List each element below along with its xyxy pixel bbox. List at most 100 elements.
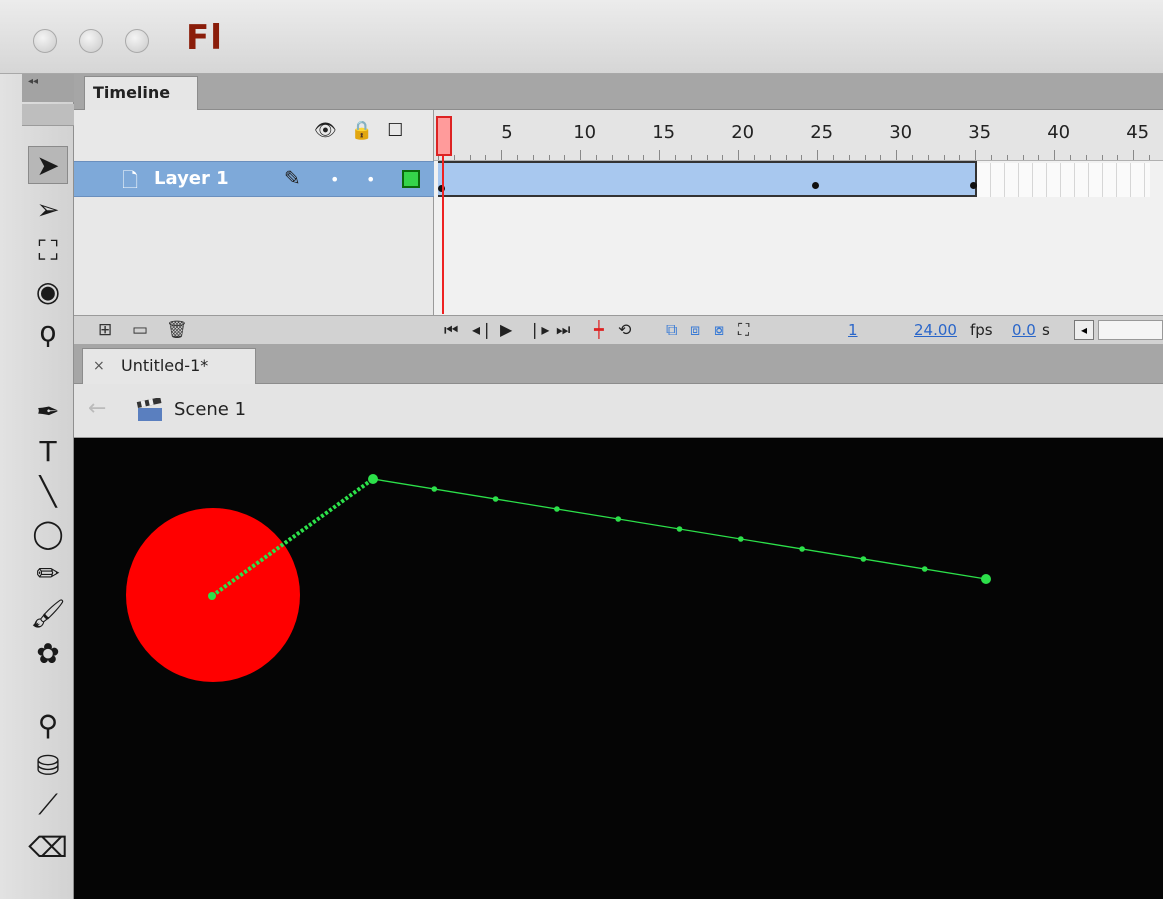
bone-joint[interactable] <box>208 592 216 600</box>
delete-layer-icon[interactable]: 🗑 <box>166 320 188 340</box>
path-point[interactable] <box>615 516 621 522</box>
ruler-tick <box>754 155 755 160</box>
ruler-tick <box>943 155 945 160</box>
oval-tool[interactable]: ◯ <box>32 516 64 550</box>
ruler-tick <box>1070 155 1071 160</box>
visibility-dot[interactable]: • <box>330 170 340 189</box>
stage[interactable] <box>74 439 1163 899</box>
frame-rate[interactable]: 24.00 <box>914 321 957 339</box>
pencil-tool[interactable]: ✏ <box>36 556 60 590</box>
tools-header <box>22 74 74 102</box>
outline-icon[interactable]: ☐ <box>387 120 404 141</box>
ruler-tick <box>912 155 913 160</box>
armature[interactable] <box>208 474 991 600</box>
layer-outline-color[interactable] <box>402 170 420 188</box>
path-point[interactable] <box>676 526 683 532</box>
edit-multiple-frames-icon[interactable]: ⧇ <box>714 320 725 339</box>
ruler-tick <box>769 155 771 160</box>
ruler-label: 5 <box>501 122 513 143</box>
document-tabbar: × Untitled-1* <box>74 344 1163 384</box>
modify-markers-icon[interactable]: ⛶ <box>738 320 750 339</box>
frame-ruler[interactable]: 151015202530354045 <box>434 110 1163 161</box>
elapsed-unit: s <box>1042 321 1050 339</box>
ruler-tick <box>627 155 629 160</box>
eraser-tool[interactable]: ⌫ <box>28 830 68 864</box>
path-point[interactable] <box>431 486 438 492</box>
playhead[interactable] <box>436 116 452 156</box>
stage-canvas[interactable] <box>74 439 1163 899</box>
tools-gripper[interactable] <box>22 104 74 126</box>
current-frame[interactable]: 1 <box>848 321 858 339</box>
ruler-label: 20 <box>731 122 755 143</box>
onion-outlines-icon[interactable]: ⧈ <box>690 320 701 339</box>
new-folder-icon[interactable]: ▭ <box>132 320 149 340</box>
line-tool[interactable]: ╲ <box>39 474 57 508</box>
zoom-window-button[interactable] <box>125 29 149 53</box>
pen-tool[interactable]: ✒ <box>36 394 60 428</box>
paint-bucket-tool[interactable]: ⛁ <box>36 748 60 782</box>
keyframe-dot[interactable] <box>970 182 978 189</box>
tween-span[interactable] <box>438 161 978 197</box>
brush-tool[interactable]: 🖌 <box>30 596 66 630</box>
keyframe-dot[interactable] <box>812 182 820 189</box>
subselection-tool[interactable]: ➢ <box>36 192 60 226</box>
ruler-label: 35 <box>968 122 992 143</box>
keyframe-dot[interactable] <box>438 185 445 192</box>
ruler-label: 30 <box>889 122 913 143</box>
onion-skin-icon[interactable]: ⧉ <box>666 320 678 339</box>
frames-area[interactable]: 151015202530354045 ⏮ ◂❘ ▶ ❘▸ ⏭ ┿ ⟲ ⧉ ⧈ ⧇… <box>434 110 1163 344</box>
ruler-tick <box>1085 155 1087 160</box>
timeline-scrollbar[interactable] <box>1098 320 1163 340</box>
selection-tool[interactable]: ➤ <box>28 146 68 184</box>
free-transform-tool[interactable]: ⛶ <box>38 234 58 267</box>
lock-dot[interactable]: • <box>366 170 376 189</box>
tab-timeline[interactable]: Timeline <box>84 76 198 110</box>
eyedropper-tool[interactable]: ⟋ <box>38 788 58 821</box>
tab-untitled-1[interactable]: × Untitled-1* <box>82 348 256 384</box>
bone-joint[interactable] <box>368 474 378 484</box>
text-tool[interactable]: T <box>39 434 57 468</box>
new-layer-icon[interactable]: ⊞ <box>98 320 113 340</box>
bone-joint[interactable] <box>981 574 991 584</box>
scene-label[interactable]: Scene 1 <box>174 399 247 420</box>
ruler-tick <box>453 155 455 160</box>
eye-icon[interactable]: 👁 <box>314 120 337 141</box>
timeline-tabbar: Timeline <box>74 74 1163 110</box>
path-point[interactable] <box>860 556 867 562</box>
step-forward-icon[interactable]: ❘▸ <box>528 320 550 339</box>
lasso-tool[interactable]: ϙ <box>39 314 57 348</box>
path-point[interactable] <box>738 536 744 542</box>
collapse-panel-icon[interactable]: ◂◂ <box>28 76 39 87</box>
lock-icon[interactable]: 🔒 <box>350 120 374 141</box>
scroll-left-button[interactable]: ◂ <box>1074 320 1094 340</box>
play-icon[interactable]: ▶ <box>500 320 513 339</box>
bone-line[interactable] <box>210 477 375 598</box>
go-to-last-frame-icon[interactable]: ⏭ <box>556 320 571 339</box>
loop-icon[interactable]: ⟲ <box>618 320 632 339</box>
ruler-label: 15 <box>652 122 676 143</box>
ruler-tick <box>975 150 977 160</box>
close-window-button[interactable] <box>33 29 57 53</box>
ruler-tick <box>611 155 613 160</box>
ruler-tick <box>1117 155 1119 160</box>
bone-tool[interactable]: ⚲ <box>37 708 59 742</box>
timeline-panel: Timeline 👁 🔒 ☐ 🗋 Layer 1 ✎ • • ⊞ ▭ 🗑 151… <box>74 74 1163 344</box>
path-point[interactable] <box>799 546 805 552</box>
deco-tool[interactable]: ✿ <box>36 636 60 670</box>
go-to-first-frame-icon[interactable]: ⏮ <box>444 320 459 339</box>
ruler-tick <box>1133 150 1135 160</box>
layer-name[interactable]: Layer 1 <box>154 168 229 189</box>
minimize-window-button[interactable] <box>79 29 103 53</box>
path-point[interactable] <box>921 566 928 572</box>
back-arrow-icon[interactable]: ← <box>88 396 107 421</box>
3d-rotation-tool[interactable]: ◉ <box>35 274 61 308</box>
path-point[interactable] <box>492 496 499 502</box>
elapsed-time[interactable]: 0.0 <box>1012 321 1036 339</box>
empty-frames[interactable] <box>977 163 1151 197</box>
ruler-tick <box>927 155 929 160</box>
step-back-icon[interactable]: ◂❘ <box>472 320 494 339</box>
path-point[interactable] <box>554 506 560 512</box>
layer-row[interactable]: 🗋 Layer 1 ✎ • • <box>74 161 434 197</box>
close-tab-icon[interactable]: × <box>93 358 105 374</box>
center-frame-icon[interactable]: ┿ <box>594 320 604 339</box>
